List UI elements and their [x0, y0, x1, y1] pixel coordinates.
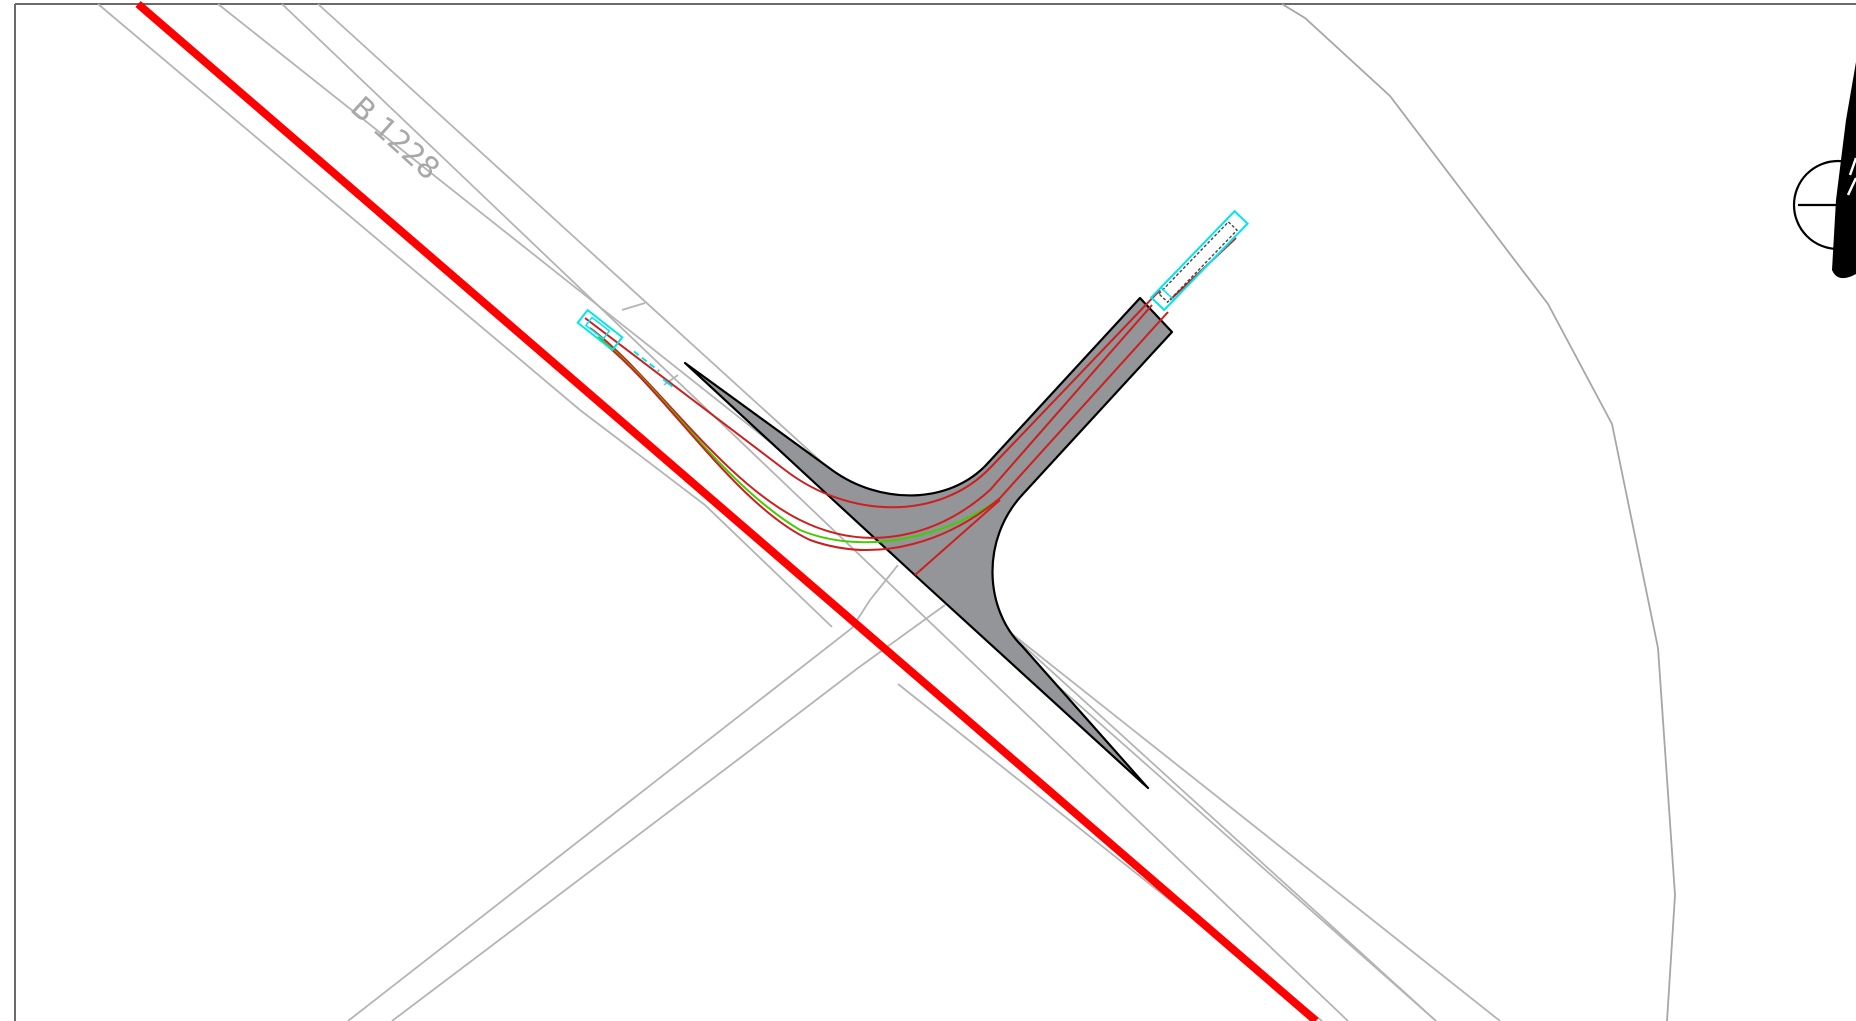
vehicle-icon	[1149, 209, 1249, 312]
highlighted-road-axis	[135, 0, 1319, 1021]
north-arrow-icon	[1792, 62, 1856, 279]
swept-path-curves	[584, 237, 1237, 576]
side-road-edges	[347, 302, 946, 1021]
road-label: B 1228	[344, 90, 447, 187]
parcel-boundary-line	[1281, 3, 1676, 1021]
main-road-edges	[97, 3, 1501, 1021]
drawing-frame	[14, 3, 1856, 1021]
